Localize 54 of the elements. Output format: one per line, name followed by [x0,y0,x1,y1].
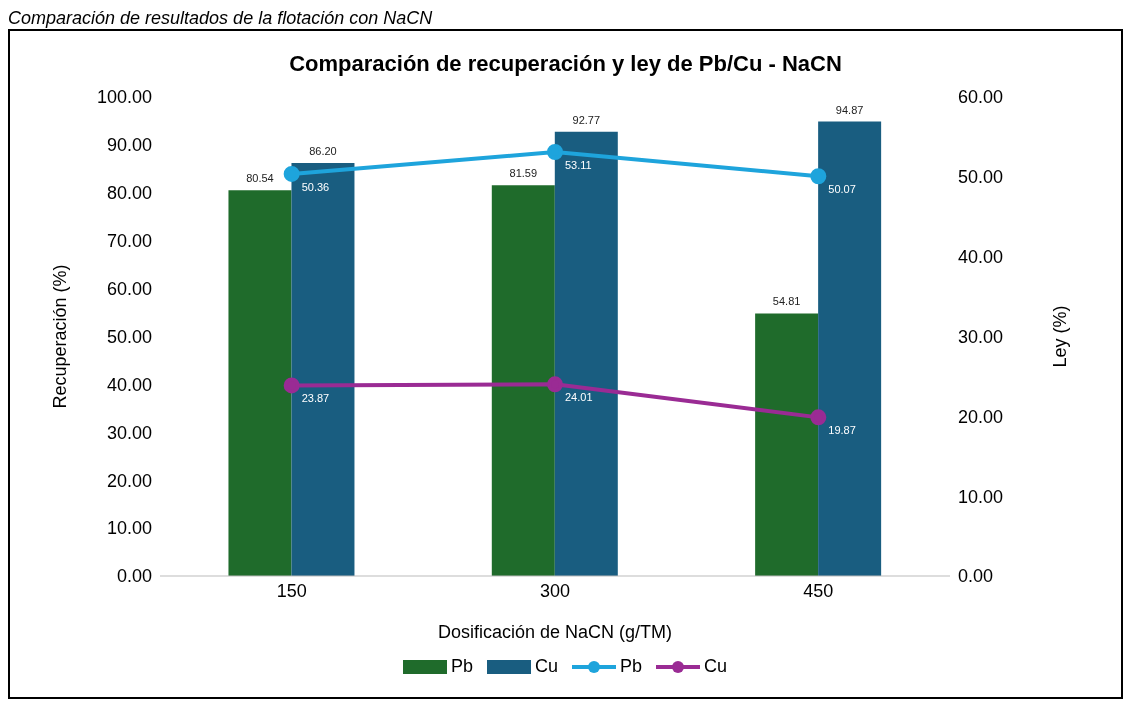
point [283,165,300,182]
data-label: 54.81 [772,295,801,308]
y2-tick-label: 50.00 [958,167,1004,188]
legend-label: Pb [620,656,643,677]
data-label: 19.87 [828,424,856,437]
chart-title: Comparación de recuperación y ley de Pb/Cu - NaCN [288,51,843,77]
bar [818,121,882,576]
data-label: 50.07 [828,183,856,196]
point [810,409,827,426]
x-axis-title: Dosificación de NaCN (g/TM) [437,622,673,642]
legend-label: Pb [450,656,473,677]
y-tick-label: 10.00 [106,518,152,539]
data-label: 50.36 [301,180,330,193]
y2-tick-label: 60.00 [958,87,1004,108]
y2-axis-title: Ley (%) [1050,305,1071,368]
bar [491,185,555,576]
point [547,376,563,393]
y2-tick-label: 40.00 [958,247,1004,268]
y2-tick-label: 30.00 [958,326,1004,347]
y2-tick-label: 20.00 [958,406,1004,427]
legend-label: Cu [534,656,558,677]
bar [228,190,292,576]
y-tick-label: 40.00 [106,374,152,395]
data-label: 53.11 [565,159,592,172]
y-tick-label: 90.00 [106,135,152,156]
data-label: 24.01 [565,391,593,404]
y-tick-label: 100.00 [96,87,152,108]
x-tick-label: 150 [276,580,307,601]
point [547,144,563,161]
data-label: 80.54 [246,172,274,185]
bar [755,313,819,576]
data-label: 92.77 [572,113,601,126]
y-tick-label: 20.00 [106,470,152,491]
legend-label: Cu [704,656,728,677]
x-tick-label: 450 [803,580,834,601]
data-label: 86.20 [309,145,337,158]
x-tick-label: 300 [539,580,571,601]
y-tick-label: 30.00 [106,422,152,443]
bar [554,131,618,576]
data-label: 94.87 [835,103,864,116]
data-label: 81.59 [509,167,538,180]
y-tick-label: 80.00 [106,183,152,204]
y-tick-label: 50.00 [106,326,152,347]
y-tick-label: 70.00 [106,231,152,252]
text: Comparación de resultados de la flotación con NaCN [8,8,434,29]
y-tick-label: 0.00 [116,566,152,587]
y-axis-title: Recuperación (%) [50,264,71,409]
y2-tick-label: 0.00 [958,566,994,587]
y-tick-label: 60.00 [106,278,152,299]
data-label: 23.87 [301,392,330,405]
y2-tick-label: 10.00 [958,486,1004,507]
point [283,377,300,394]
bar [291,163,355,576]
point [810,168,827,185]
